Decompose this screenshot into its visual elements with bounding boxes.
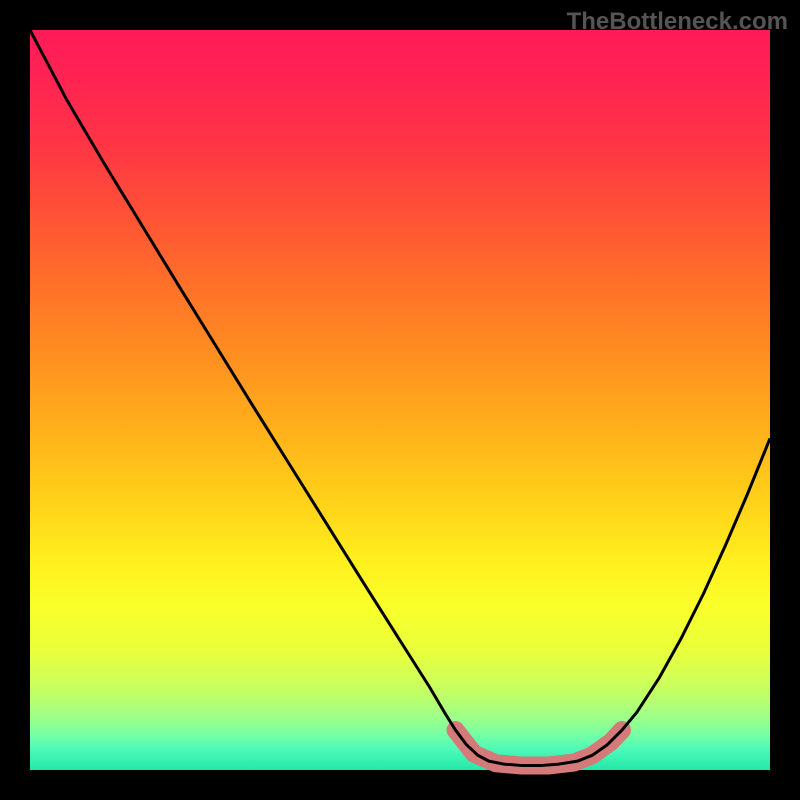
root-container: TheBottleneck.com xyxy=(0,0,800,800)
bottleneck-chart xyxy=(0,0,800,800)
watermark-text: TheBottleneck.com xyxy=(567,8,788,36)
plot-background xyxy=(30,30,770,770)
